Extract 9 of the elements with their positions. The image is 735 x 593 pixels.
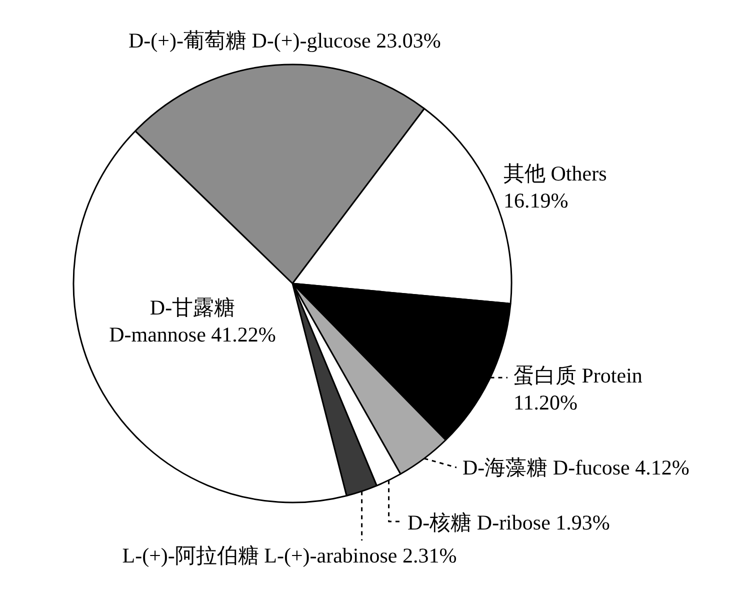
data-label: 11.20% [514,390,578,414]
data-label: 16.19% [504,188,568,212]
slice-label: L-(+)-阿拉伯糖 L-(+)-arabinose 2.31% [122,544,457,568]
slice-label: D-核糖 D-ribose 1.93% [408,510,610,534]
slice-label: 蛋白质 Protein [514,364,643,388]
slice-label: D-海藻糖 D-fucose 4.12% [462,456,690,480]
slice-label: 其他 Others [504,162,607,186]
slice-label: D-甘露糖 D-mannose 41.22% [109,296,276,346]
slice-label: D-(+)-葡萄糖 D-(+)-glucose 23.03% [128,28,441,52]
